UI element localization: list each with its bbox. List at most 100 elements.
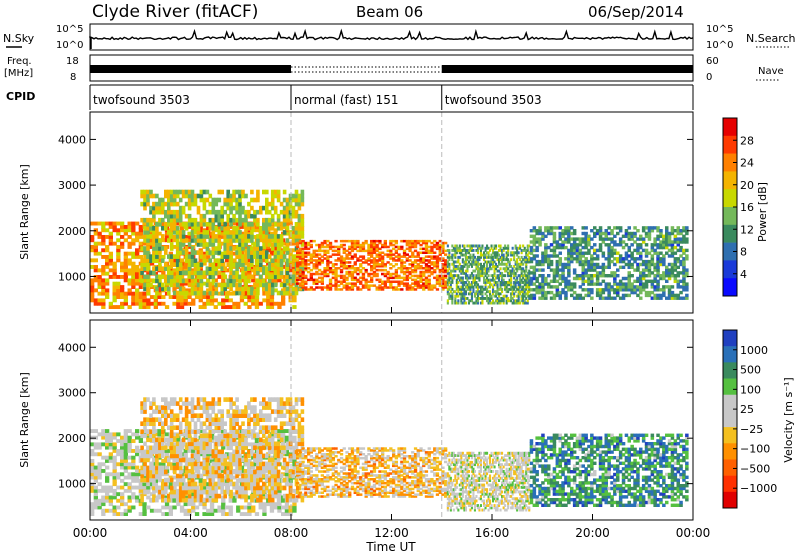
heatmap-cell <box>430 272 434 276</box>
heatmap-cell <box>116 449 121 453</box>
heatmap-cell <box>653 285 657 289</box>
heatmap-cell <box>446 244 449 248</box>
heatmap-cell <box>618 257 623 261</box>
heatmap-cell <box>561 290 565 295</box>
heatmap-cell <box>269 305 275 309</box>
heatmap-cell <box>656 226 660 230</box>
heatmap-cell <box>473 278 476 282</box>
heatmap-cell <box>179 508 185 513</box>
heatmap-cell <box>181 242 186 247</box>
heatmap-cell <box>301 261 305 264</box>
heatmap-cell <box>519 246 522 250</box>
heatmap-cell <box>190 250 195 255</box>
heatmap-cell <box>639 254 643 258</box>
heatmap-cell <box>685 226 689 230</box>
heatmap-cell <box>253 250 257 255</box>
heatmap-cell <box>164 193 168 199</box>
heatmap-cell <box>487 267 490 271</box>
heatmap-cell <box>221 235 226 239</box>
heatmap-cell <box>679 296 683 300</box>
heatmap-cell <box>502 299 505 303</box>
heatmap-cell <box>647 231 652 236</box>
heatmap-cell <box>273 250 278 255</box>
heatmap-cell <box>555 288 560 292</box>
heatmap-cell <box>487 297 490 300</box>
heatmap-cell <box>520 269 523 273</box>
heatmap-cell <box>499 301 502 305</box>
heatmap-cell <box>392 243 396 247</box>
heatmap-cell <box>427 255 431 258</box>
heatmap-cell <box>164 213 168 219</box>
heatmap-cell <box>621 285 626 289</box>
heatmap-cell <box>183 455 188 460</box>
heatmap-cell <box>198 295 203 299</box>
heatmap-cell <box>146 301 151 306</box>
heatmap-cell <box>516 251 519 255</box>
heatmap-cell <box>433 251 437 254</box>
heatmap-cell <box>448 271 451 275</box>
heatmap-cell <box>224 268 230 273</box>
heatmap-cell <box>196 222 201 227</box>
heatmap-cell <box>112 469 117 473</box>
heatmap-cell <box>123 268 128 273</box>
heatmap-cell <box>486 246 489 250</box>
heatmap-cell <box>501 290 504 294</box>
heatmap-cell <box>101 255 106 259</box>
heatmap-cell <box>516 287 519 291</box>
heatmap-cell <box>679 245 683 250</box>
heatmap-cell <box>448 294 451 298</box>
heatmap-cell <box>326 284 330 287</box>
heatmap-cell <box>552 231 557 236</box>
heatmap-cell <box>670 245 675 250</box>
heatmap-cell <box>175 238 180 243</box>
heatmap-cell <box>175 250 180 255</box>
heatmap-cell <box>331 263 335 266</box>
heatmap-cell <box>558 268 562 272</box>
heatmap-cell <box>558 226 562 230</box>
heatmap-cell <box>508 287 511 291</box>
heatmap-cell <box>267 274 272 280</box>
heatmap-cell <box>105 288 110 293</box>
heatmap-cell <box>520 260 523 264</box>
heatmap-cell <box>473 281 476 284</box>
heatmap-cell <box>262 241 267 246</box>
heatmap-cell <box>202 485 207 490</box>
heatmap-cell <box>101 265 106 269</box>
heatmap-cell <box>199 234 204 239</box>
heatmap-cell <box>618 243 623 247</box>
heatmap-cell <box>495 246 498 250</box>
heatmap-cell <box>221 301 226 306</box>
heatmap-cell <box>269 301 275 306</box>
heatmap-cell <box>247 238 251 243</box>
heatmap-cell <box>238 230 242 235</box>
heatmap-cell <box>140 246 144 251</box>
heatmap-cell <box>561 268 565 272</box>
heatmap-cell <box>131 291 136 296</box>
heatmap-cell <box>532 257 537 261</box>
heatmap-cell <box>511 251 514 255</box>
heatmap-cell <box>235 266 239 271</box>
heatmap-cell <box>490 253 493 257</box>
heatmap-cell <box>223 209 227 215</box>
heatmap-cell <box>229 250 233 255</box>
heatmap-cell <box>455 260 458 264</box>
heatmap-cell <box>501 271 504 275</box>
heatmap-cell <box>241 234 245 239</box>
heatmap-cell <box>662 243 666 247</box>
heatmap-cell <box>116 231 121 236</box>
heatmap-cell <box>528 281 531 284</box>
heatmap-cell <box>214 258 219 263</box>
heatmap-cell <box>535 237 539 241</box>
heatmap-cell <box>315 282 319 285</box>
heatmap-cell <box>276 189 281 195</box>
heatmap-cell <box>538 240 542 244</box>
heatmap-cell <box>641 276 646 281</box>
heatmap-cell <box>359 249 363 253</box>
heatmap-cell <box>232 221 237 226</box>
heatmap-cell <box>670 254 675 258</box>
heatmap-cell <box>616 257 620 261</box>
heatmap-cell <box>636 279 640 283</box>
heatmap-cell <box>116 248 121 253</box>
nsky-tick-high: 10^5 <box>56 24 83 35</box>
heatmap-cell <box>208 209 213 215</box>
